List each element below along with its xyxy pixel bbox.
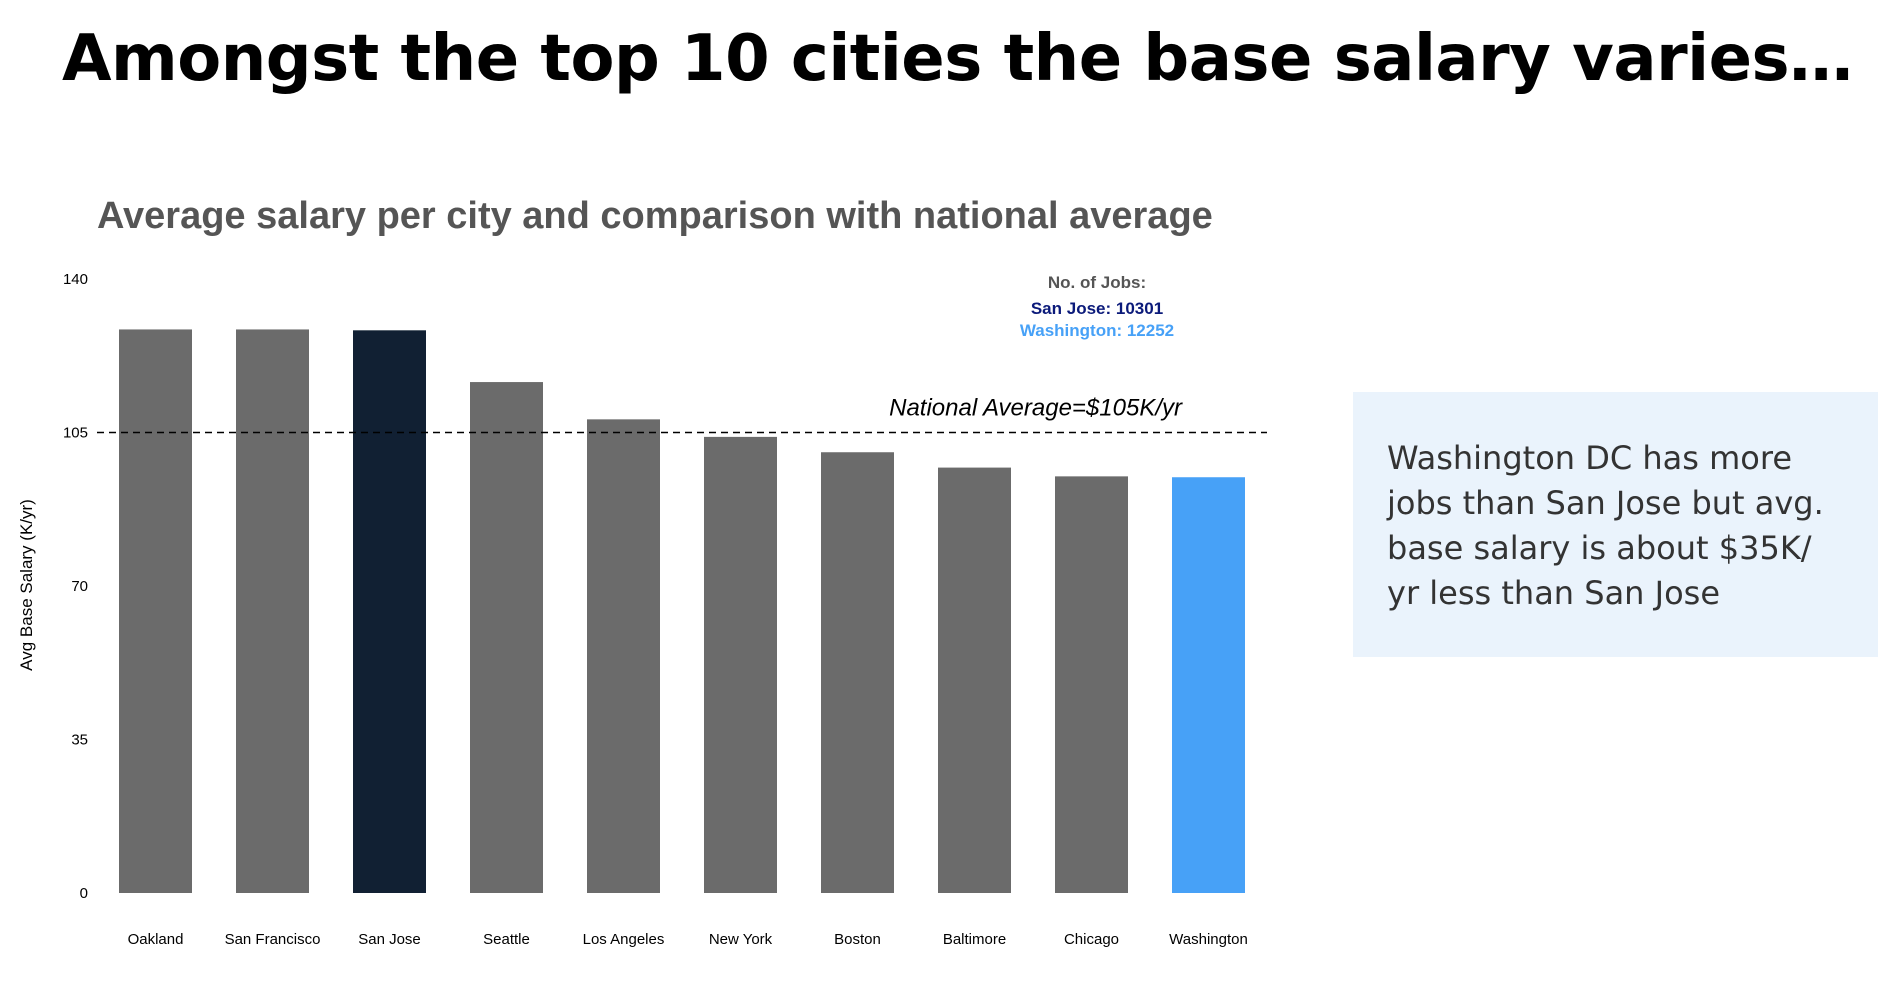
bar-washington bbox=[1172, 477, 1245, 893]
x-tick-label: New York bbox=[709, 931, 773, 948]
y-tick-label: 35 bbox=[71, 732, 88, 749]
x-tick-label: Washington bbox=[1169, 931, 1248, 948]
x-tick-label: Oakland bbox=[128, 931, 184, 948]
insight-callout: Washington DC has more jobs than San Jos… bbox=[1353, 392, 1878, 657]
x-axis-labels: Oakland San Francisco San Jose Seattle Los A… bbox=[128, 931, 1248, 948]
bar-baltimore bbox=[938, 467, 1011, 893]
y-tick-label: 0 bbox=[80, 885, 88, 902]
x-tick-label: Chicago bbox=[1064, 931, 1119, 948]
slide-title: Amongst the top 10 cities the base salar… bbox=[62, 22, 1853, 96]
x-tick-label: Boston bbox=[834, 931, 881, 948]
bar-chicago bbox=[1055, 476, 1128, 893]
y-tick-label: 105 bbox=[63, 425, 88, 442]
bar-seattle bbox=[470, 382, 543, 893]
national-average-label: National Average=$105K/yr bbox=[889, 395, 1183, 422]
jobs-annotation-entry: San Jose: 10301 bbox=[1031, 299, 1163, 318]
insight-callout-text: Washington DC has more jobs than San Jos… bbox=[1387, 439, 1824, 612]
bar-new-york bbox=[704, 436, 777, 893]
bar-oakland bbox=[119, 329, 192, 893]
chart-title: Average salary per city and comparison w… bbox=[97, 195, 1213, 237]
jobs-annotation-entry: Washington: 12252 bbox=[1020, 321, 1174, 340]
x-tick-label: Seattle bbox=[483, 931, 530, 948]
y-axis-ticks: 0 35 70 105 140 bbox=[63, 271, 88, 902]
x-tick-label: San Jose bbox=[358, 931, 421, 948]
x-tick-label: Los Angeles bbox=[583, 931, 665, 948]
bar-san-jose bbox=[353, 330, 426, 893]
x-tick-label: Baltimore bbox=[943, 931, 1006, 948]
jobs-annotation: No. of Jobs: San Jose: 10301 Washington: … bbox=[1020, 273, 1174, 340]
bars bbox=[119, 329, 1245, 893]
bar-boston bbox=[821, 452, 894, 893]
jobs-annotation-heading: No. of Jobs: bbox=[1048, 273, 1146, 292]
x-tick-label: San Francisco bbox=[225, 931, 321, 948]
bar-san-francisco bbox=[236, 329, 309, 893]
y-axis-title: Avg Base Salary (K/yr) bbox=[17, 499, 36, 671]
salary-bar-chart: Average salary per city and comparison w… bbox=[17, 195, 1267, 948]
y-tick-label: 140 bbox=[63, 271, 88, 288]
bar-los-angeles bbox=[587, 419, 660, 893]
y-tick-label: 70 bbox=[71, 578, 88, 595]
